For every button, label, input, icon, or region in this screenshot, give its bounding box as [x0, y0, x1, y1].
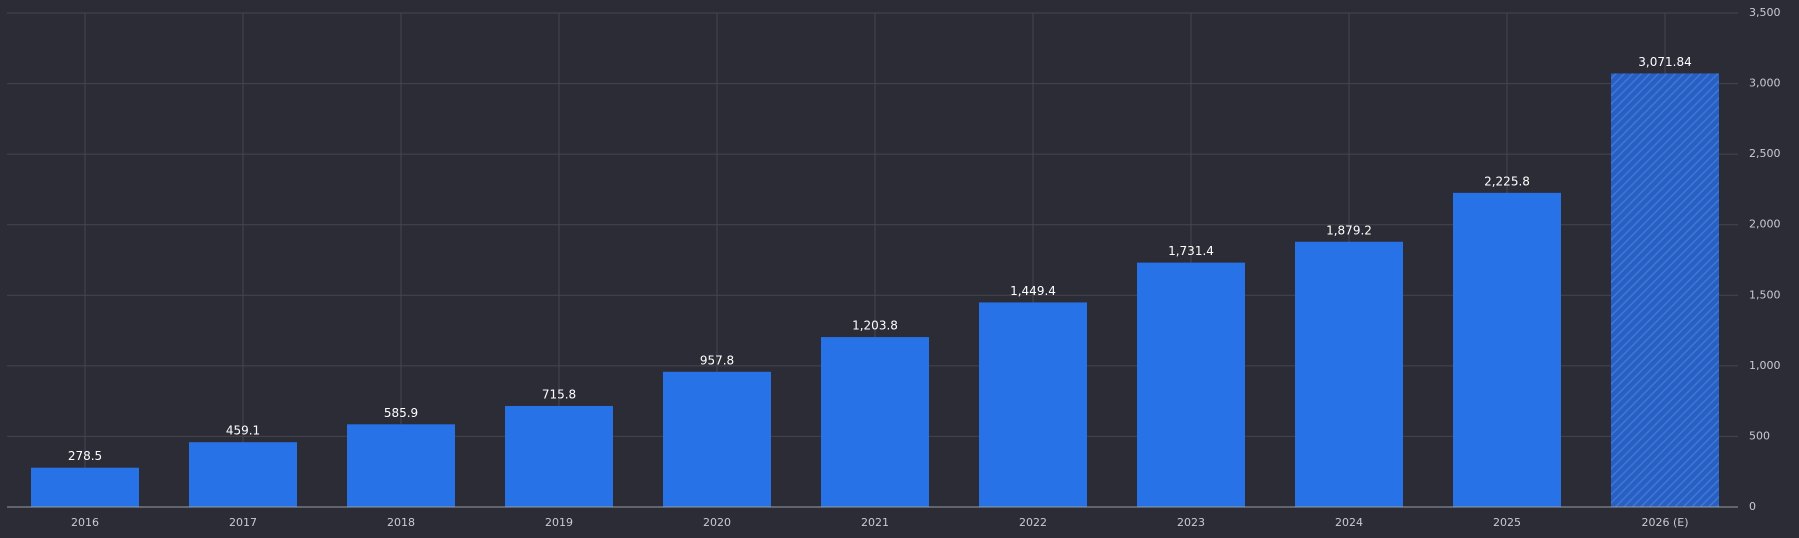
bar — [979, 302, 1087, 507]
bar — [31, 467, 139, 507]
x-tick-label: 2017 — [229, 516, 257, 529]
y-tick-label: 2,500 — [1749, 147, 1781, 160]
bar — [347, 424, 455, 507]
y-tick-label: 1,500 — [1749, 288, 1781, 301]
value-label: 1,449.4 — [1010, 284, 1056, 298]
y-tick-label: 2,000 — [1749, 218, 1781, 231]
bar — [663, 371, 771, 507]
value-label: 957.8 — [700, 353, 734, 367]
value-label: 1,879.2 — [1326, 223, 1372, 237]
x-tick-label: 2018 — [387, 516, 415, 529]
bar — [1453, 192, 1561, 507]
x-tick-label: 2020 — [703, 516, 731, 529]
value-label: 585.9 — [384, 406, 418, 420]
bar — [505, 405, 613, 507]
value-label: 3,071.84 — [1638, 55, 1691, 69]
y-tick-label: 3,500 — [1749, 6, 1781, 19]
y-tick-label: 3,000 — [1749, 77, 1781, 90]
value-label: 1,731.4 — [1168, 244, 1214, 258]
x-tick-label: 2019 — [545, 516, 573, 529]
bar — [189, 442, 297, 507]
value-label: 459.1 — [226, 424, 260, 438]
x-tick-label: 2022 — [1019, 516, 1047, 529]
x-tick-label: 2023 — [1177, 516, 1205, 529]
bar — [821, 337, 929, 507]
bar — [1611, 73, 1719, 507]
y-tick-label: 500 — [1749, 429, 1770, 442]
value-label: 278.5 — [68, 449, 102, 463]
x-tick-label: 2016 — [71, 516, 99, 529]
x-tick-label: 2025 — [1493, 516, 1521, 529]
bar — [1295, 241, 1403, 507]
value-label: 2,225.8 — [1484, 174, 1530, 188]
value-label: 1,203.8 — [852, 319, 898, 333]
y-tick-label: 1,000 — [1749, 359, 1781, 372]
bar — [1137, 262, 1245, 507]
value-label: 715.8 — [542, 387, 576, 401]
y-tick-label: 0 — [1749, 500, 1756, 513]
x-tick-label: 2024 — [1335, 516, 1363, 529]
x-tick-label: 2021 — [861, 516, 889, 529]
x-tick-label: 2026 (E) — [1641, 516, 1688, 529]
